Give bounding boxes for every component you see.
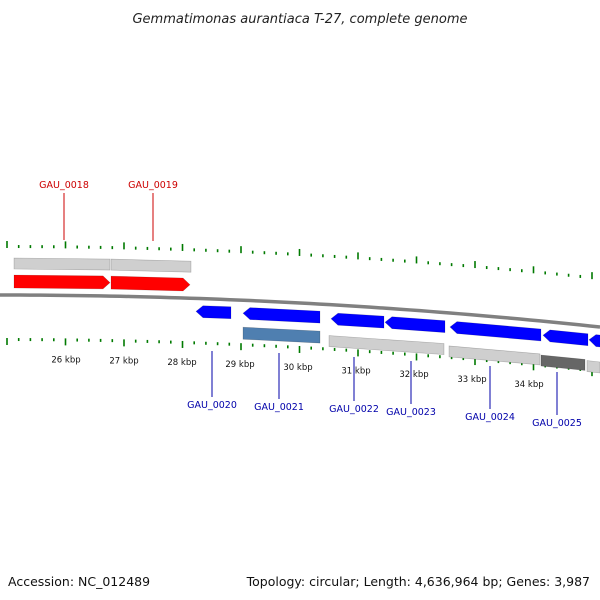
scale-label: 30 kbp: [283, 363, 312, 373]
gene-arrow-reverse: [195, 305, 232, 320]
gene-arrows: [13, 274, 600, 348]
genome-summary: Topology: circular; Length: 4,636,964 bp…: [246, 574, 590, 589]
gene-arrow-reverse: [449, 321, 542, 342]
cds-feature-band: [13, 257, 111, 271]
cds-feature-band: [448, 345, 541, 366]
gene-label: GAU_0022: [329, 404, 379, 415]
gene-labels: GAU_0018 GAU_0019 GAU_0020 GAU_0021 GAU_0022…: [39, 180, 582, 429]
feature-tracks: [13, 257, 600, 374]
cds-feature-band-dark: [540, 354, 586, 371]
gene-arrow-forward: [13, 274, 111, 290]
gene-label: GAU_0020: [187, 400, 237, 411]
scale-label: 34 kbp: [514, 380, 543, 390]
scale-label: 33 kbp: [457, 375, 486, 385]
gene-label: GAU_0023: [386, 407, 436, 418]
gene-label: GAU_0018: [39, 180, 89, 191]
cds-feature-band: [586, 360, 600, 374]
gene-arrow-reverse: [542, 329, 589, 347]
accession-label: Accession: NC_012489: [8, 574, 150, 589]
gene-label: GAU_0021: [254, 402, 304, 413]
genome-backbone: [0, 293, 600, 329]
scale-label: 32 kbp: [399, 370, 428, 380]
gene-label: GAU_0019: [128, 180, 178, 191]
gene-arrow-reverse: [384, 316, 446, 333]
scale-label: 28 kbp: [167, 358, 196, 368]
scale-labels: 26 kbp 27 kbp 28 kbp 29 kbp 30 kbp 31 kbp 32 k…: [51, 355, 543, 390]
gene-arrow-reverse: [588, 334, 600, 348]
scale-label: 26 kbp: [51, 355, 80, 365]
cds-feature-band: [110, 258, 192, 273]
scale-label: 31 kbp: [341, 366, 370, 376]
gene-arrow-reverse: [242, 307, 321, 324]
backbone-line: [0, 293, 600, 329]
gene-label: GAU_0025: [532, 418, 582, 429]
gene-arrow-forward: [110, 275, 191, 292]
cds-feature-band-highlighted: [242, 326, 321, 344]
scale-ticks: [6, 241, 593, 377]
scale-label: 29 kbp: [225, 360, 254, 370]
scale-label: 27 kbp: [109, 356, 138, 366]
map-title: Gemmatimonas aurantiaca T-27, complete g…: [132, 12, 467, 27]
gene-arrow-reverse: [330, 312, 385, 329]
gene-label: GAU_0024: [465, 412, 515, 423]
cds-feature-band: [328, 335, 445, 355]
